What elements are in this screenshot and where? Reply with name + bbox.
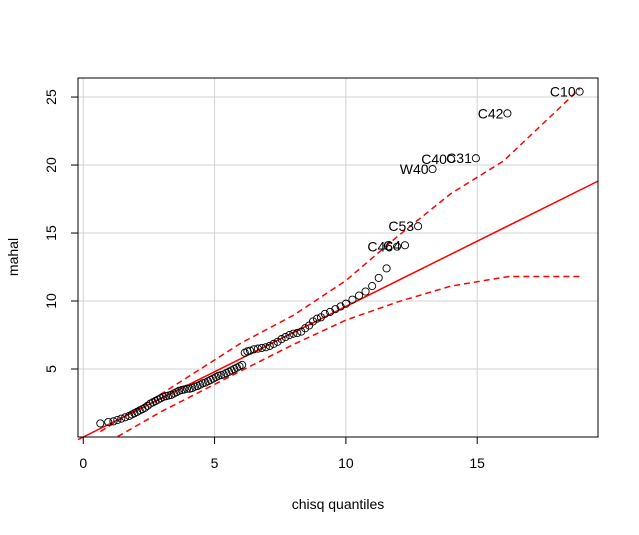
reference-line [77,180,599,441]
data-point [446,154,455,163]
data-point [277,335,286,344]
y-tick-label: 20 [43,157,59,173]
y-axis-label: mahal [5,238,21,276]
point-label: C40 [421,151,447,167]
x-axis: 0 5 10 15 [79,437,485,471]
data-point [341,299,350,308]
data-point [249,345,259,354]
data-point [182,384,192,393]
data-point [414,222,423,231]
data-point [261,343,270,352]
data-point [400,241,410,250]
data-point [245,346,255,355]
point-label: C10 [550,84,576,100]
data-point [361,287,370,296]
y-tick-label: 25 [43,89,59,105]
data-point [368,282,377,291]
data-point [312,314,322,323]
data-point [503,109,512,118]
data-point [104,417,113,427]
data-point [253,344,262,353]
data-point [293,328,302,338]
point-label: C53 [388,218,414,234]
y-tick-label: 5 [43,365,59,373]
data-point [374,273,383,282]
data-point [265,341,274,350]
point-label: C46 [367,239,393,255]
data-point [354,291,364,300]
data-point [96,419,105,428]
x-tick-label: 5 [211,455,219,471]
data-point [326,307,335,316]
grid-lines [78,78,598,437]
x-tick-label: 10 [338,455,354,471]
data-point [257,343,266,352]
data-point [117,414,126,423]
data-point [393,242,402,251]
data-point [331,305,340,314]
x-axis-label: chisq quantiles [292,496,385,512]
x-tick-label: 15 [469,455,485,471]
plot-border [77,77,599,438]
point-label: C42 [478,105,504,121]
envelope-upper [99,88,581,433]
data-point [471,154,480,163]
y-tick-label: 15 [43,225,59,241]
data-point [382,264,391,273]
y-tick-label: 10 [43,293,59,309]
data-point [428,165,437,174]
data-point [109,417,118,426]
point-label: W40 [400,161,429,177]
data-point [238,360,247,369]
data-point [320,309,329,318]
data-point [575,87,584,96]
point-label: C4 [383,237,401,253]
data-point [289,329,298,338]
data-points [96,87,584,428]
data-point [281,333,290,342]
data-point [113,415,122,425]
confidence-envelope [99,88,581,437]
data-point [336,302,345,311]
envelope-lower [115,275,580,437]
reference-line-segment [77,180,599,441]
data-point [140,403,150,412]
data-point [285,330,294,340]
data-point [269,339,278,348]
x-tick-label: 0 [79,455,87,471]
point-label: C31 [446,150,472,166]
data-point [348,295,357,304]
y-axis: 5 10 15 20 25 [43,89,78,373]
